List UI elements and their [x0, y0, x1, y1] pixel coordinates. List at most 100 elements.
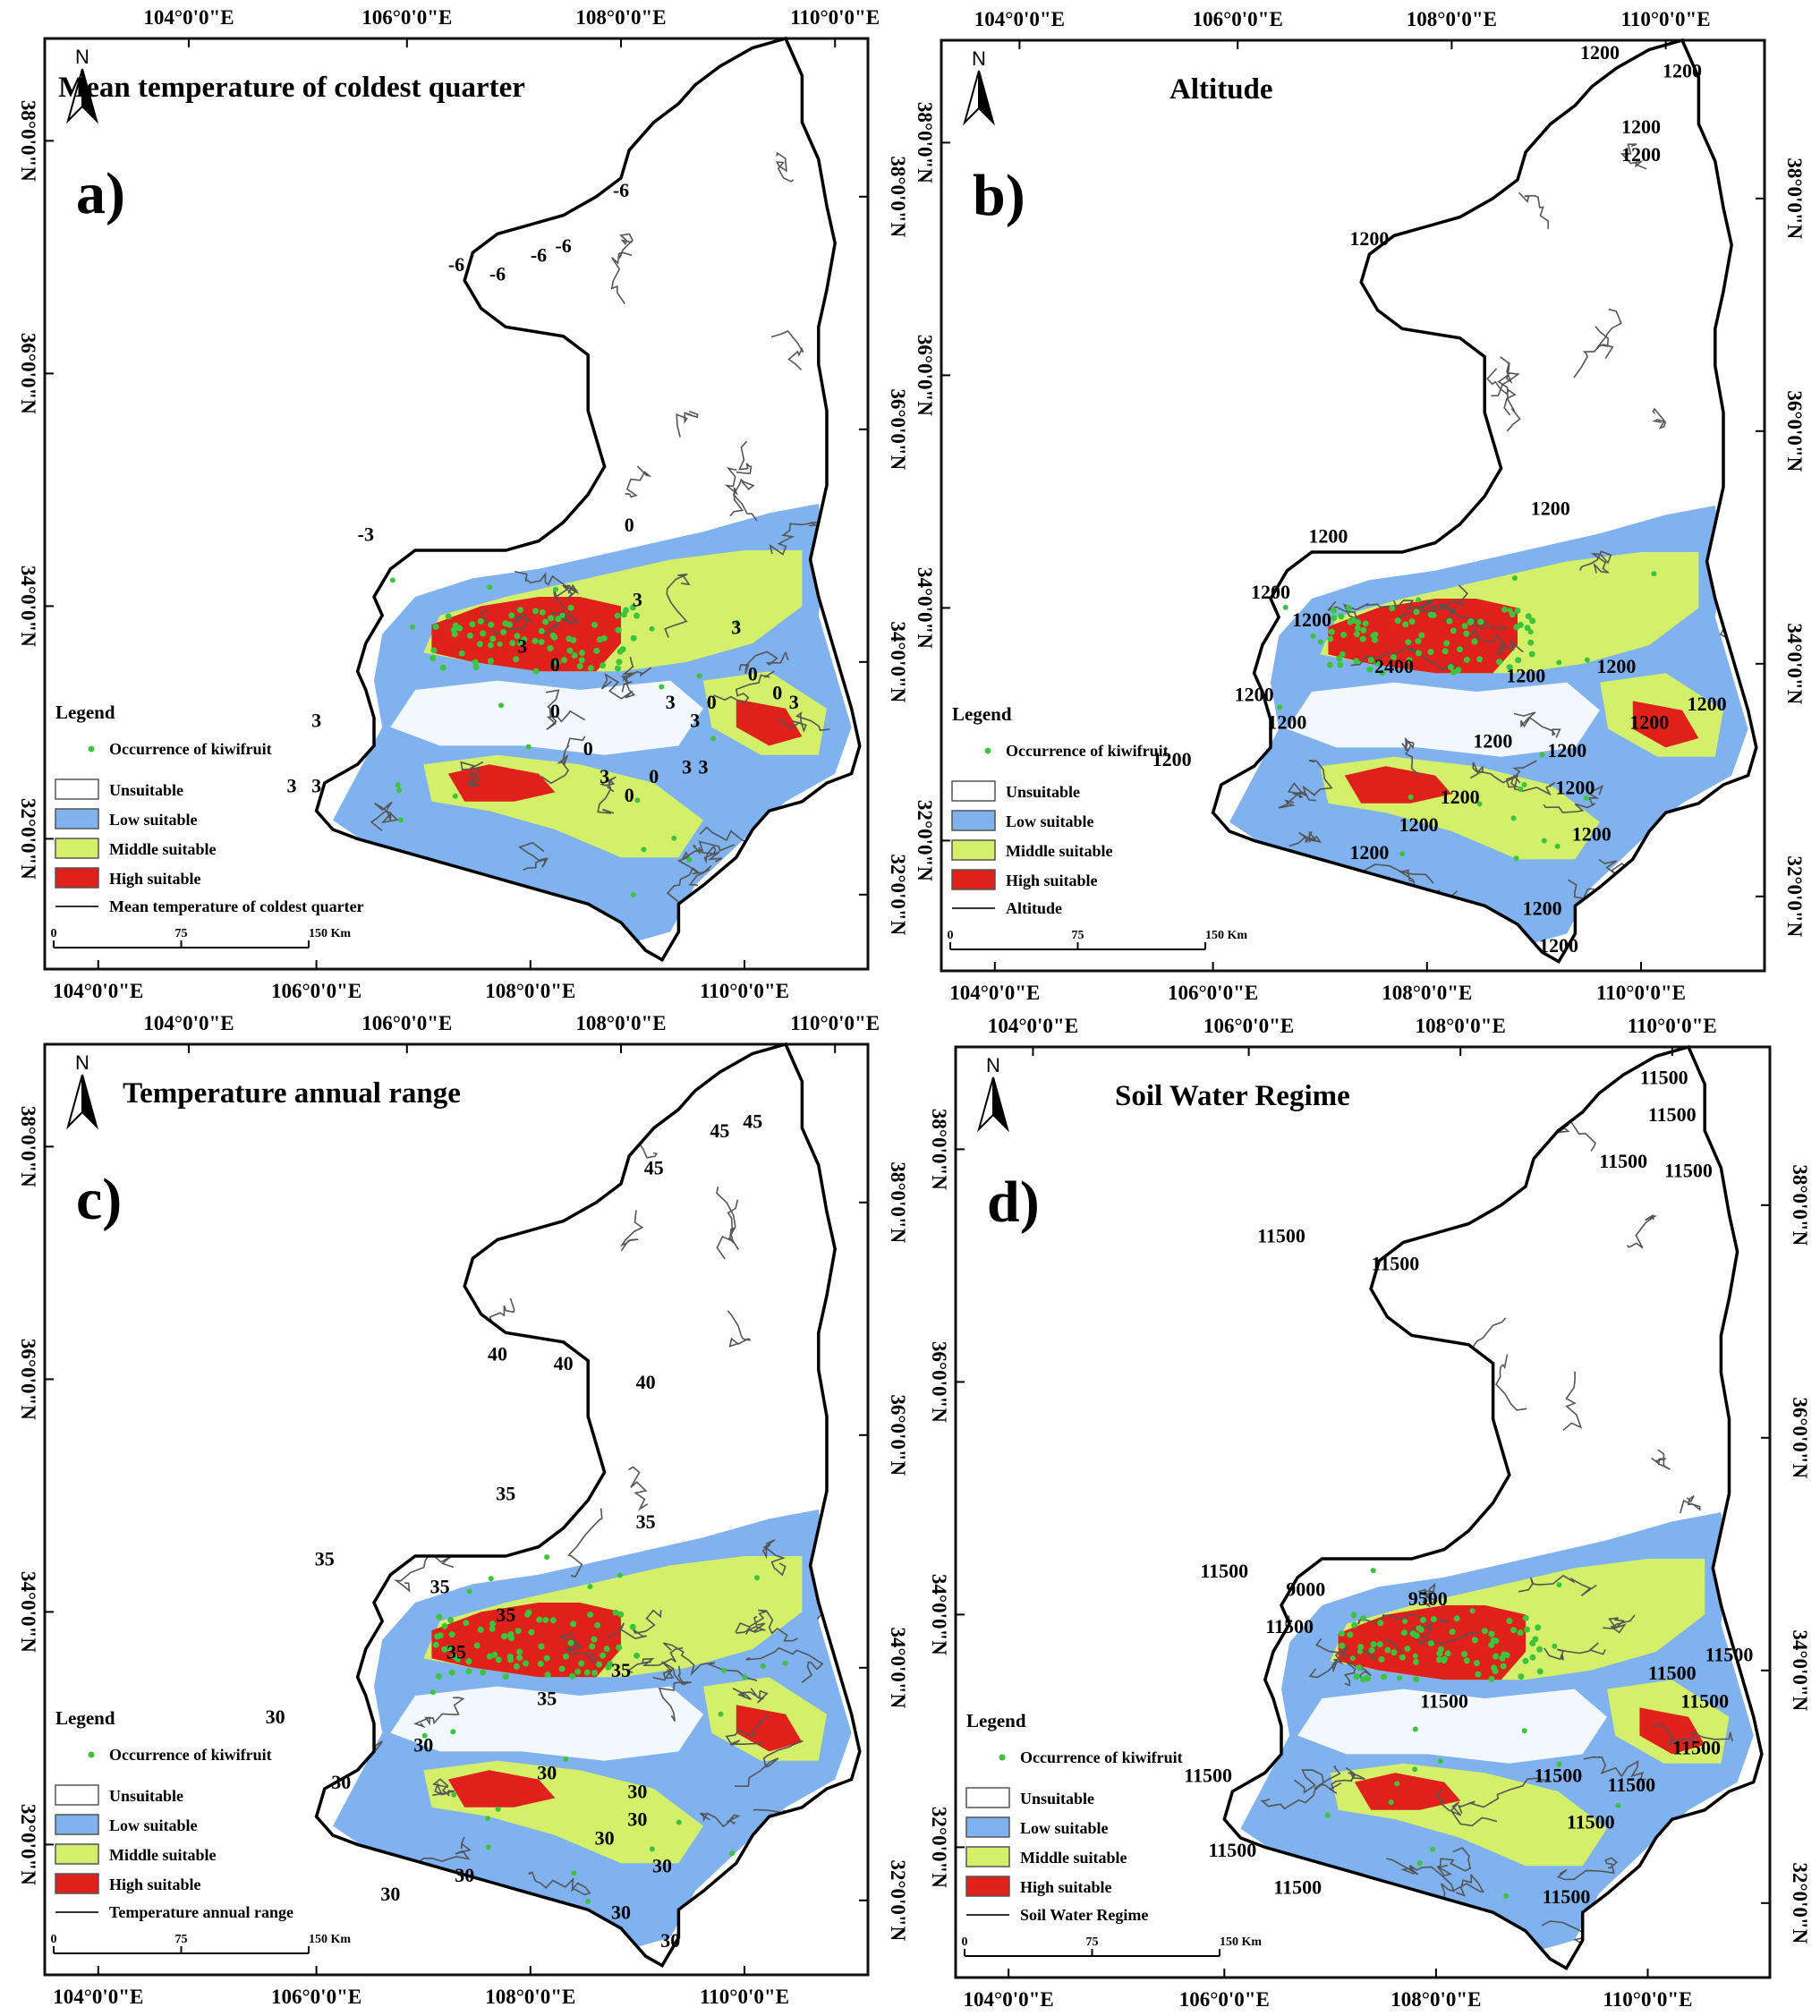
occurrence-point	[441, 1646, 448, 1653]
occurrence-point	[1435, 1656, 1442, 1663]
occurrence-point	[1347, 1631, 1354, 1638]
longitude-ticks: 104°0'0"E 104°0'0"E 106°0'0"E 106°0'0"E 108°…	[53, 1012, 880, 2008]
occurrence-point	[585, 1898, 591, 1904]
contour-label: 3	[600, 765, 609, 787]
occurrence-point	[1416, 597, 1422, 603]
contour-labels: 45 45 45 40 40 40 35 35 35 35 35 35 35 35 30 30 30 30 30 30…	[266, 1110, 763, 1952]
occurrence-point	[734, 619, 740, 625]
latitude-tick-left: 32°0'0"N	[928, 1807, 950, 1888]
occurrence-point	[1541, 838, 1547, 844]
occurrence-point	[1503, 1893, 1510, 1899]
panel-d: 11500 11500 11500 11500 11500 11500 11500 9000 9…	[928, 1015, 1811, 2011]
occurrence-point	[498, 702, 504, 709]
contour-label: 1200	[1547, 739, 1586, 761]
contour-label: 0	[625, 784, 634, 806]
occurrence-point	[659, 684, 665, 690]
occurrence-point	[514, 633, 521, 640]
occurrence-point	[436, 1613, 443, 1620]
longitude-tick-bottom: 106°0'0"E	[271, 980, 361, 1002]
longitude-tick-top: 104°0'0"E	[988, 1015, 1078, 1037]
suitability-zones	[316, 1044, 860, 1966]
latitude-tick-left: 32°0'0"N	[17, 1804, 39, 1885]
occurrence-point	[1506, 664, 1513, 671]
legend-occurrence: Occurrence of kiwifruit	[1020, 1748, 1183, 1766]
occurrence-point	[1362, 620, 1369, 627]
occurrence-point	[1338, 613, 1345, 620]
legend-swatch	[965, 1816, 1010, 1838]
contour-label: 11500	[1599, 1150, 1647, 1172]
longitude-tick-bottom: 108°0'0"E	[1382, 982, 1472, 1004]
latitude-tick-right: 32°0'0"N	[1789, 1862, 1811, 1944]
contour-label: 11500	[1535, 1765, 1583, 1787]
legend-swatch	[951, 839, 996, 861]
latitude-tick-right: 34°0'0"N	[1783, 623, 1806, 704]
occurrence-point	[1376, 1641, 1383, 1648]
occurrence-point	[1444, 1650, 1451, 1657]
occurrence-point	[435, 1673, 442, 1680]
occurrence-point	[594, 1621, 601, 1629]
occurrence-point	[1430, 1846, 1436, 1852]
occurrence-point	[458, 650, 465, 657]
contour-label: 1200	[1349, 227, 1389, 250]
latitude-tick-right: 34°0'0"N	[887, 621, 909, 702]
occurrence-point	[1406, 657, 1413, 664]
occurrence-point	[466, 633, 473, 639]
occurrence-point	[1461, 1651, 1468, 1658]
high-suitable-zone	[1639, 1707, 1705, 1755]
occurrence-point	[1584, 657, 1590, 663]
occurrence-point	[1476, 656, 1484, 663]
contour-label: 1200	[1596, 655, 1636, 677]
north-arrow: N	[66, 1051, 98, 1130]
occurrence-point	[579, 650, 585, 656]
contour-label: 30	[611, 1901, 631, 1924]
legend: Legend Occurrence of kiwifruit Unsuitable L…	[55, 1707, 293, 1921]
occurrence-point	[536, 1616, 543, 1623]
occurrence-point	[410, 624, 416, 630]
legend-class-label: Low suitable	[109, 811, 198, 829]
occurrence-point	[571, 652, 578, 659]
province-boundary	[314, 1042, 862, 1968]
occurrence-point	[583, 1669, 591, 1676]
panel-title: Mean temperature of coldest quarter	[58, 72, 525, 104]
occurrence-point	[1463, 656, 1470, 663]
panel-c: 45 45 45 40 40 40 35 35 35 35 35 35 35 35 30 30 30 30 30 30…	[17, 1012, 909, 2008]
occurrence-point	[1360, 626, 1367, 634]
high-suitable-zone	[736, 699, 803, 746]
contour-label: 11500	[1273, 1876, 1322, 1898]
occurrence-point	[742, 1674, 748, 1680]
occurrence-point	[1389, 605, 1396, 612]
contour-label: 35	[496, 1483, 515, 1505]
occurrence-point	[591, 621, 599, 628]
occurrence-point	[1463, 1657, 1470, 1664]
occurrence-point	[548, 615, 555, 622]
latitude-tick-left: 32°0'0"N	[914, 800, 936, 881]
contour-label: 40	[636, 1371, 656, 1393]
contour-label: 35	[430, 1576, 450, 1598]
occurrence-point	[1552, 1643, 1558, 1649]
occurrence-point	[1349, 1655, 1356, 1662]
occurrence-point	[1409, 1630, 1416, 1637]
longitude-tick-top: 108°0'0"E	[575, 1012, 666, 1034]
occurrence-point	[429, 1689, 436, 1696]
occurrence-point	[1310, 633, 1316, 639]
occurrence-point	[729, 1850, 736, 1857]
occurrence-point	[1477, 618, 1484, 625]
contour-label: 1200	[1621, 143, 1661, 166]
longitude-tick-bottom: 104°0'0"E	[53, 980, 143, 1002]
legend-class-label: High suitable	[109, 1876, 201, 1893]
occurrence-point	[1443, 640, 1450, 647]
contour-label: 11500	[1705, 1643, 1754, 1665]
latitude-tick-right: 38°0'0"N	[1783, 157, 1806, 239]
occurrence-point	[1381, 1673, 1388, 1680]
legend-class-label: Low suitable	[109, 1816, 198, 1834]
occurrence-point	[1394, 617, 1401, 625]
occurrence-point	[542, 618, 549, 625]
contour-label: -6	[448, 253, 464, 276]
longitude-tick-bottom: 106°0'0"E	[271, 1986, 361, 2008]
occurrence-point	[634, 612, 640, 619]
latitude-ticks: 38°0'0"N 38°0'0"N 36°0'0"N 36°0'0"N 34°0'0"N…	[914, 102, 1806, 938]
province-boundary	[1211, 38, 1758, 964]
occurrence-point	[1501, 1651, 1508, 1658]
latitude-tick-left: 34°0'0"N	[17, 1571, 39, 1653]
occurrence-point	[576, 663, 583, 669]
